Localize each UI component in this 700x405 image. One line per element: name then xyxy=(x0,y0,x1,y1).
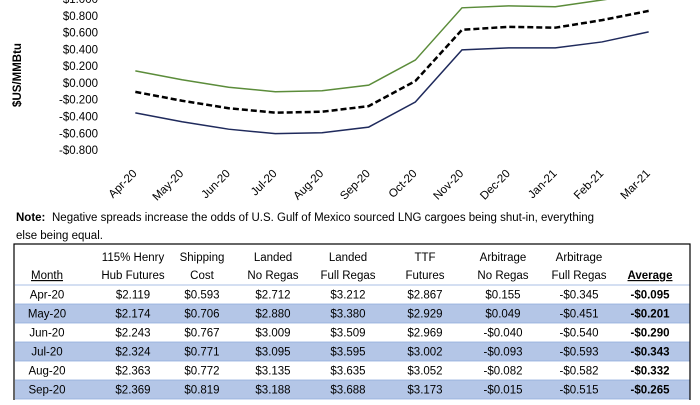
table-cell: $2.929 xyxy=(407,309,442,321)
y-tick-label: -$0.400 xyxy=(59,111,98,123)
table-cell: -$0.265 xyxy=(630,385,670,397)
table-cell: $3.009 xyxy=(255,328,290,340)
table: Apr-20 $2.119 $0.593 $2.712 $3.212 $2.867 $0.1… xyxy=(13,243,691,405)
note-text: else being equal. xyxy=(16,230,103,242)
table-header: Month xyxy=(31,270,63,282)
table-cell: -$0.290 xyxy=(630,328,669,340)
table-cell: -$0.540 xyxy=(559,328,598,340)
table-header: Full Regas xyxy=(321,270,376,282)
table-cell: $0.155 xyxy=(485,290,520,302)
table-cell: $2.369 xyxy=(115,385,150,397)
y-tick-label: $0.200 xyxy=(63,61,98,73)
table-cell: $0.593 xyxy=(184,290,219,302)
table-header: Landed xyxy=(254,252,292,264)
y-tick-label: $0.000 xyxy=(63,78,98,90)
table-header: Shipping xyxy=(180,252,225,264)
table-cell: $3.509 xyxy=(330,328,365,340)
table-cell: -$0.593 xyxy=(559,347,598,359)
table-cell: $0.767 xyxy=(184,328,219,340)
row-band xyxy=(15,304,690,323)
y-tick-label: -$0.600 xyxy=(59,128,98,140)
table-cell: $3.052 xyxy=(407,366,442,378)
table-header: Average xyxy=(628,270,673,282)
table-header: 115% Henry xyxy=(102,252,165,264)
table-header: Cost xyxy=(190,270,214,282)
table-cell: $0.819 xyxy=(184,385,219,397)
table-cell: $3.635 xyxy=(330,366,365,378)
y-tick-label: $0.400 xyxy=(63,44,98,56)
table-cell: $3.002 xyxy=(407,347,442,359)
table-header: Arbitrage xyxy=(556,252,603,264)
table-cell: $3.212 xyxy=(330,290,365,302)
y-tick-label: $0.800 xyxy=(63,11,98,23)
table-header: TTF xyxy=(414,252,435,264)
table-cell: $2.880 xyxy=(255,309,290,321)
table-cell: $2.969 xyxy=(407,328,442,340)
series-line xyxy=(135,31,649,135)
table-cell: $0.772 xyxy=(184,366,219,378)
note-text: Negative spreads increase the odds of U.… xyxy=(52,212,594,224)
table-cell: $3.095 xyxy=(255,347,290,359)
table-cell: Aug-20 xyxy=(28,366,65,378)
table-cell: $3.188 xyxy=(255,385,290,397)
table-cell: -$0.040 xyxy=(483,328,522,340)
table-cell: $2.119 xyxy=(116,290,150,302)
table-cell: -$0.515 xyxy=(559,385,598,397)
table-cell: $0.771 xyxy=(184,347,219,359)
table-border xyxy=(13,243,691,405)
note-label: Note: xyxy=(16,212,45,224)
y-tick-label: $1.000 xyxy=(63,0,98,6)
table-cell: $3.595 xyxy=(330,347,365,359)
table-cell: $2.867 xyxy=(407,290,442,302)
table-cell: Jun-20 xyxy=(29,328,64,340)
table-cell: $3.380 xyxy=(330,309,365,321)
table-cell: $2.363 xyxy=(115,366,150,378)
row-band xyxy=(15,342,690,361)
y-axis-label: $US/MMBtu xyxy=(12,43,24,107)
table-cell: -$0.095 xyxy=(630,290,670,302)
table-cell: Jul-20 xyxy=(31,347,62,359)
table-cell: $2.324 xyxy=(115,347,151,359)
table-header: Arbitrage xyxy=(480,252,527,264)
table-cell: $0.706 xyxy=(184,309,219,321)
table-cell: $2.243 xyxy=(115,328,150,340)
table-header: Landed xyxy=(329,252,367,264)
y-tick-label: -$0.200 xyxy=(59,95,98,107)
table-cell: -$0.582 xyxy=(559,366,598,378)
series-line xyxy=(135,0,608,93)
y-tick-label: $0.600 xyxy=(63,28,98,40)
table-cell: -$0.082 xyxy=(483,366,522,378)
row-band xyxy=(15,380,690,399)
series-line xyxy=(135,9,649,114)
table-cell: $3.173 xyxy=(407,385,442,397)
table-cell: -$0.015 xyxy=(483,385,522,397)
table-cell: -$0.332 xyxy=(630,366,669,378)
table-header: Full Regas xyxy=(552,270,607,282)
table-cell: -$0.093 xyxy=(483,347,522,359)
table-cell: Sep-20 xyxy=(28,385,65,397)
table-cell: May-20 xyxy=(28,309,66,321)
table-cell: -$0.345 xyxy=(559,290,598,302)
y-tick-label: -$0.800 xyxy=(59,145,98,157)
table-cell: Apr-20 xyxy=(30,290,65,302)
table-cell: $0.049 xyxy=(485,309,520,321)
table-cell: $3.135 xyxy=(255,366,290,378)
table-cell: -$0.343 xyxy=(630,347,669,359)
table-cell: -$0.451 xyxy=(559,309,598,321)
table-cell: -$0.201 xyxy=(630,309,670,321)
table-cell: $2.712 xyxy=(255,290,290,302)
table-header: Futures xyxy=(406,270,445,282)
table-cell: $3.688 xyxy=(330,385,365,397)
table-cell: $2.174 xyxy=(115,309,151,321)
table-header: No Regas xyxy=(477,270,528,282)
table-header: Hub Futures xyxy=(101,270,165,282)
table-header: No Regas xyxy=(247,270,298,282)
plot-area xyxy=(135,0,649,135)
